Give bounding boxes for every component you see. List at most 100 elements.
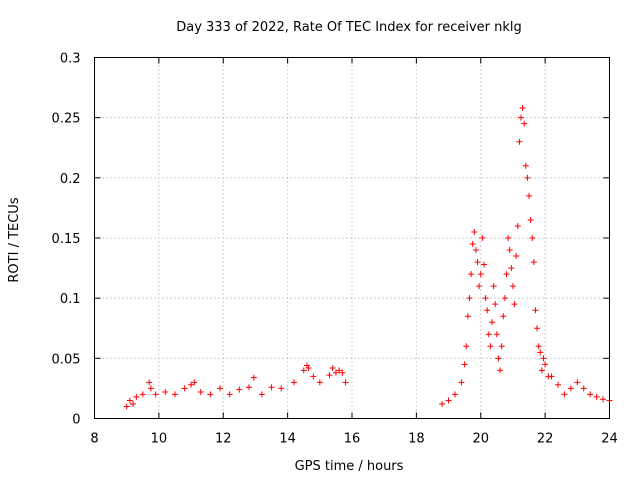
y-tick-labels: 0 0.05 0.1 0.15 0.2 0.25 0.3 — [52, 52, 81, 428]
data-point — [593, 393, 600, 400]
data-point — [439, 401, 446, 408]
data-point — [480, 261, 487, 268]
data-point — [511, 301, 518, 308]
data-point — [535, 343, 542, 350]
data-point — [471, 228, 478, 235]
data-point — [466, 295, 473, 302]
data-point — [310, 373, 317, 380]
data-point — [472, 247, 479, 254]
data-point — [464, 313, 471, 320]
data-point — [469, 241, 476, 248]
data-point — [495, 355, 502, 362]
data-point — [521, 120, 528, 127]
data-point — [505, 235, 512, 241]
data-point — [126, 397, 133, 404]
axis-ticks — [94, 57, 610, 419]
data-point — [492, 301, 499, 308]
data-point — [517, 114, 524, 121]
y-tick-label: 0.25 — [52, 112, 81, 127]
data-point — [500, 313, 507, 320]
data-point — [339, 369, 346, 376]
data-point — [162, 389, 169, 396]
data-point — [236, 386, 243, 393]
data-point — [538, 367, 545, 374]
y-tick-label: 0.1 — [60, 292, 81, 307]
data-point — [300, 367, 307, 374]
y-tick-label: 0.2 — [60, 172, 81, 187]
data-point — [514, 222, 521, 229]
data-point — [493, 331, 500, 338]
data-point — [181, 385, 188, 392]
data-point — [476, 283, 483, 290]
y-tick-label: 0.15 — [52, 232, 81, 247]
data-point — [484, 307, 491, 314]
x-tick-labels: 8 10 12 14 16 18 20 22 24 — [90, 432, 617, 447]
data-point — [123, 403, 130, 410]
data-point — [452, 391, 458, 398]
x-axis-title: GPS time / hours — [295, 459, 404, 474]
data-point — [463, 343, 470, 350]
data-point — [501, 295, 508, 302]
data-point — [133, 393, 140, 400]
x-tick-label: 22 — [537, 432, 554, 447]
x-tick-label: 16 — [344, 432, 361, 447]
data-point — [540, 355, 547, 362]
data-point — [329, 364, 336, 371]
data-point — [291, 379, 298, 386]
data-point — [567, 385, 574, 392]
data-point — [529, 235, 536, 241]
data-point — [482, 295, 489, 302]
data-point — [171, 391, 178, 398]
data-point — [506, 247, 513, 254]
data-point — [278, 385, 285, 392]
data-point — [487, 343, 494, 350]
data-point — [532, 307, 539, 314]
data-point — [461, 361, 468, 368]
data-point — [485, 331, 492, 338]
data-point — [246, 384, 252, 391]
data-point — [587, 391, 594, 398]
data-point — [445, 397, 452, 404]
x-tick-label: 18 — [408, 432, 425, 447]
data-point — [490, 283, 497, 290]
data-point — [336, 367, 343, 374]
data-point — [468, 271, 475, 278]
chart-title: Day 333 of 2022, Rate Of TEC Index for r… — [176, 20, 522, 35]
data-point — [268, 384, 275, 391]
x-tick-label: 12 — [215, 432, 232, 447]
data-point — [146, 379, 153, 386]
data-point — [250, 374, 257, 381]
data-point — [530, 259, 537, 266]
y-tick-label: 0 — [72, 413, 80, 428]
data-point — [477, 271, 484, 278]
data-point — [316, 379, 323, 386]
data-point — [513, 253, 520, 260]
data-point — [197, 389, 204, 396]
x-tick-label: 10 — [151, 432, 168, 447]
data-point — [207, 391, 214, 398]
x-tick-label: 8 — [90, 432, 98, 447]
data-point — [474, 259, 481, 266]
data-point — [600, 396, 607, 403]
x-tick-label: 20 — [472, 432, 489, 447]
data-point — [509, 283, 516, 290]
data-point — [258, 391, 265, 398]
data-point — [524, 174, 531, 181]
data-point — [139, 391, 146, 398]
data-point — [537, 349, 544, 356]
data-point — [332, 369, 339, 376]
data-point — [519, 105, 526, 112]
data-point — [152, 391, 159, 398]
data-point — [458, 379, 465, 386]
data-point — [527, 216, 534, 223]
data-point — [548, 373, 555, 380]
data-point — [516, 138, 523, 145]
data-point — [526, 192, 533, 199]
data-point — [561, 391, 568, 398]
y-tick-label: 0.3 — [60, 52, 81, 67]
x-tick-label: 14 — [279, 432, 296, 447]
data-point — [217, 385, 224, 392]
data-point — [326, 372, 333, 379]
data-point — [542, 361, 549, 368]
